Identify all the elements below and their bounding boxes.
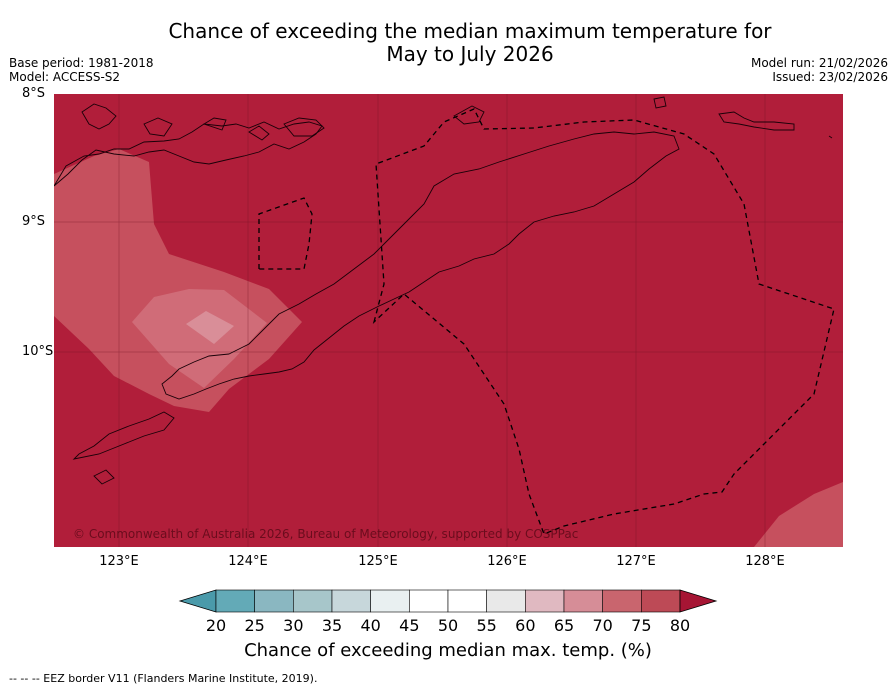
lon-label-128e: 128°E bbox=[745, 554, 785, 569]
lat-label-9s: 9°S bbox=[22, 214, 46, 229]
colorbar-cell bbox=[447, 589, 487, 613]
forecast-map[interactable]: © Commonwealth of Australia 2026, Bureau… bbox=[54, 94, 843, 547]
colorbar-cell bbox=[486, 589, 526, 613]
colorbar-tick-label: 20 bbox=[205, 616, 227, 635]
colorbar-tick-label: 60 bbox=[515, 616, 536, 635]
coastlines bbox=[54, 96, 833, 485]
colorbar-tick-label: 55 bbox=[476, 616, 497, 635]
colorbar-cell bbox=[525, 589, 565, 613]
chart-title-line1: Chance of exceeding the median maximum t… bbox=[168, 19, 772, 43]
base-period-text: Base period: 1981-2018 bbox=[9, 56, 154, 70]
colorbar-tick-label: 40 bbox=[360, 616, 381, 635]
colorbar-cell bbox=[331, 589, 371, 613]
colorbar-tick-label: 70 bbox=[592, 616, 613, 635]
colorbar-low-arrow bbox=[178, 589, 217, 613]
lon-label-125e: 125°E bbox=[358, 554, 398, 569]
colorbar-cell bbox=[254, 589, 294, 613]
meta-left: Base period: 1981-2018 Model: ACCESS-S2 bbox=[9, 56, 154, 84]
colorbar-cell bbox=[602, 589, 642, 613]
colorbar-tick-label: 50 bbox=[437, 616, 459, 635]
shade-region-70 bbox=[132, 289, 267, 388]
model-text: Model: ACCESS-S2 bbox=[9, 70, 121, 84]
gridlines bbox=[54, 94, 843, 547]
lat-label-8s: 8°S bbox=[22, 86, 46, 101]
colorbar-label: Chance of exceeding median max. temp. (%… bbox=[244, 640, 652, 661]
colorbar-tick-label: 45 bbox=[399, 616, 420, 635]
colorbar-cell bbox=[563, 589, 603, 613]
model-run-text: Model run: 21/02/2026 bbox=[750, 56, 888, 70]
copyright-note: © Commonwealth of Australia 2026, Bureau… bbox=[73, 527, 579, 541]
chart-title-line2: May to July 2026 bbox=[386, 42, 554, 66]
colorbar-cell bbox=[641, 589, 681, 613]
map-svg bbox=[54, 94, 843, 547]
colorbar-tick-label: 25 bbox=[244, 616, 265, 635]
shade-region-65 bbox=[186, 311, 234, 344]
colorbar-tick-label: 35 bbox=[321, 616, 343, 635]
colorbar-tick-label: 30 bbox=[283, 616, 304, 635]
colorbar-cells bbox=[215, 589, 681, 613]
issued-text: Issued: 23/02/2026 bbox=[772, 70, 888, 84]
colorbar-cell bbox=[370, 589, 410, 613]
colorbar-cell bbox=[293, 589, 333, 613]
colorbar-cell bbox=[215, 589, 255, 613]
colorbar-svg bbox=[178, 589, 718, 613]
shade-region-75-se bbox=[754, 482, 843, 547]
colorbar-tick-label: 80 bbox=[669, 616, 691, 635]
lon-label-123e: 123°E bbox=[99, 554, 139, 569]
colorbar bbox=[0, 588, 896, 620]
chart-title: Chance of exceeding the median maximum t… bbox=[0, 20, 896, 66]
lat-label-10s: 10°S bbox=[22, 344, 54, 359]
lon-label-127e: 127°E bbox=[616, 554, 656, 569]
lon-label-126e: 126°E bbox=[487, 554, 527, 569]
meta-right: Model run: 21/02/2026 Issued: 23/02/2026 bbox=[751, 56, 888, 84]
eez-borders bbox=[258, 108, 835, 535]
colorbar-tick-label: 65 bbox=[553, 616, 575, 635]
colorbar-high-arrow bbox=[679, 589, 718, 613]
eez-footer-note: -- -- -- EEZ border V11 (Flanders Marine… bbox=[9, 672, 318, 685]
lon-label-124e: 124°E bbox=[228, 554, 268, 569]
colorbar-tick-label: 75 bbox=[631, 616, 652, 635]
colorbar-cell bbox=[409, 589, 449, 613]
